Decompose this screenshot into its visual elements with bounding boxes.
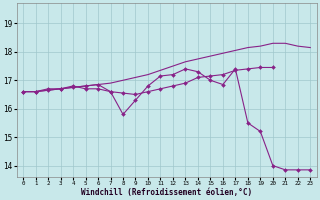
X-axis label: Windchill (Refroidissement éolien,°C): Windchill (Refroidissement éolien,°C) (81, 188, 252, 197)
